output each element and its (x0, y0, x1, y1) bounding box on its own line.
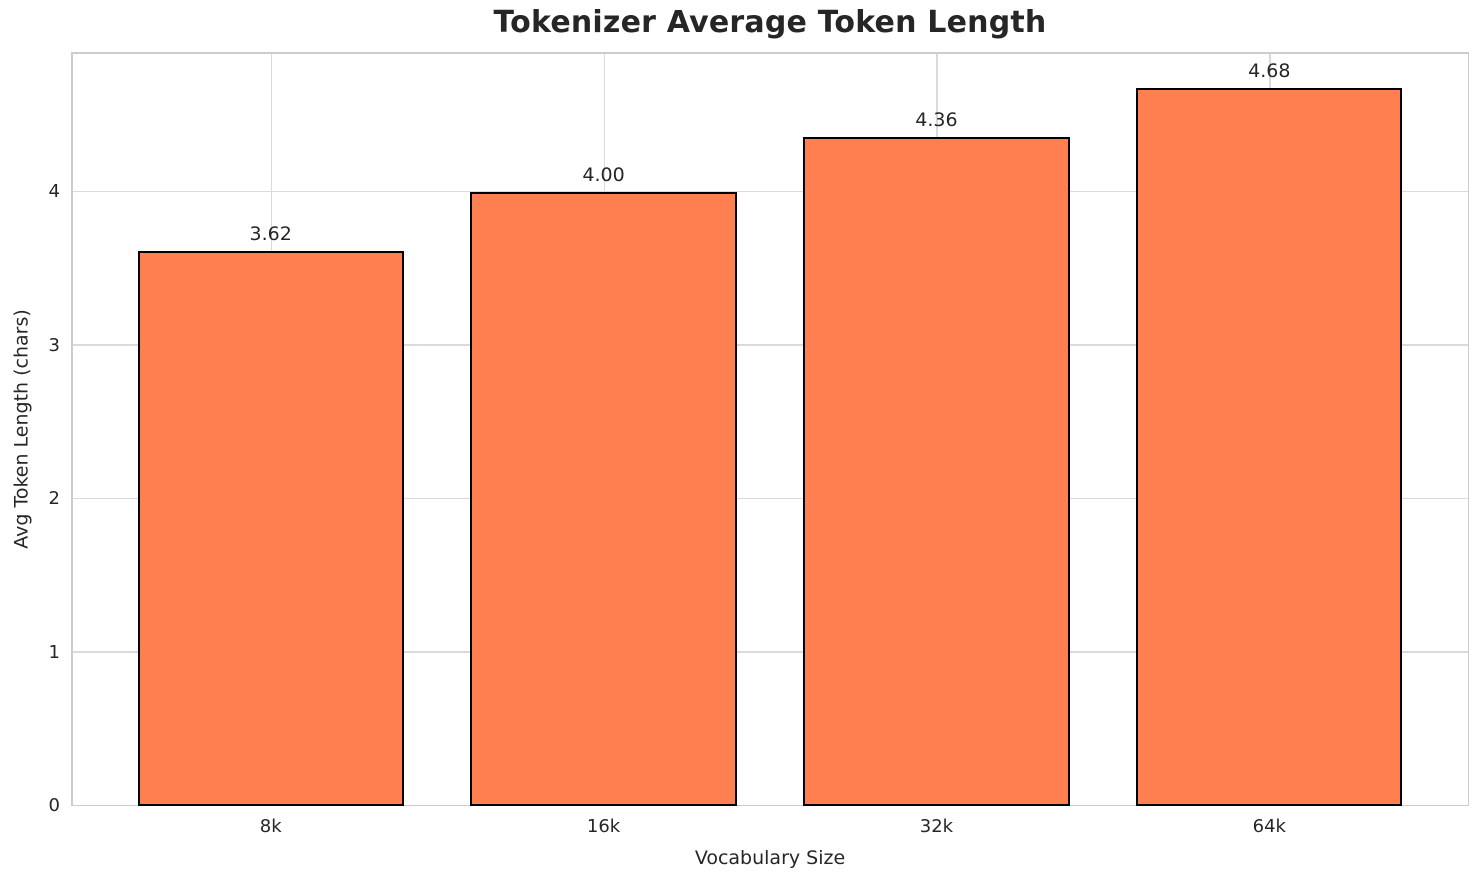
y-tick-label: 2 (48, 488, 60, 510)
bar-value-label: 4.00 (582, 164, 625, 187)
plot-area: 3.62 4.00 4.36 4.68 (71, 52, 1469, 806)
bar-8k (137, 250, 404, 806)
bar-16k (470, 192, 737, 806)
y-tick-label: 4 (48, 181, 60, 203)
x-tick-label: 32k (919, 816, 954, 837)
axis-spine-top (71, 52, 1469, 54)
bar-value-label: 4.68 (1248, 59, 1291, 82)
x-tick-label: 8k (259, 816, 282, 837)
bar-value-label: 3.62 (249, 222, 292, 245)
y-tick-label: 1 (48, 641, 60, 663)
axis-spine-right (1467, 52, 1469, 806)
chart-title: Tokenizer Average Token Length (493, 5, 1047, 40)
bar-32k (803, 137, 1070, 806)
bar-value-label: 4.36 (915, 109, 958, 132)
x-tick-label: 16k (586, 816, 621, 837)
bar-64k (1136, 87, 1403, 806)
y-tick-label: 0 (48, 795, 60, 816)
y-tick-label: 3 (48, 334, 60, 356)
axis-spine-left (71, 52, 73, 806)
x-tick-label: 64k (1252, 816, 1286, 837)
x-axis-label: Vocabulary Size (694, 847, 846, 869)
